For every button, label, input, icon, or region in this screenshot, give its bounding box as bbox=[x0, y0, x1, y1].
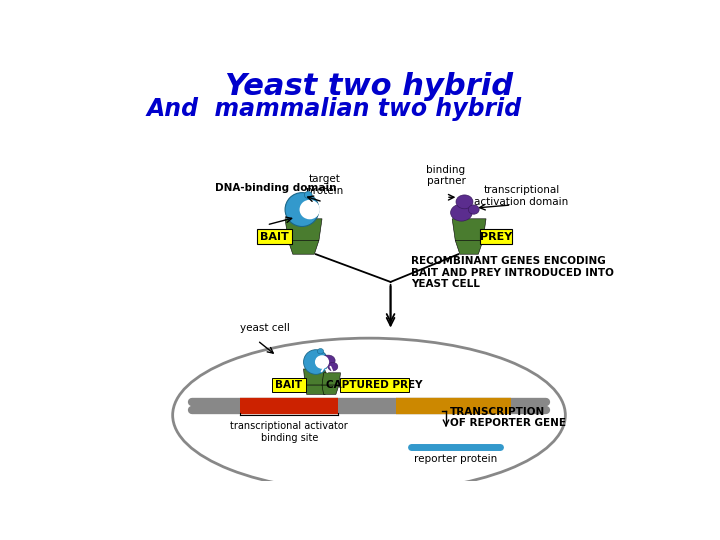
FancyBboxPatch shape bbox=[256, 229, 292, 244]
Ellipse shape bbox=[315, 355, 329, 369]
Text: TRANSCRIPTION
OF REPORTER GENE: TRANSCRIPTION OF REPORTER GENE bbox=[450, 407, 566, 428]
FancyBboxPatch shape bbox=[480, 229, 512, 244]
Text: And  mammalian two hybrid: And mammalian two hybrid bbox=[147, 97, 522, 122]
Ellipse shape bbox=[451, 204, 472, 221]
Ellipse shape bbox=[173, 338, 565, 492]
Text: DNA-binding domain: DNA-binding domain bbox=[215, 183, 336, 193]
Ellipse shape bbox=[321, 355, 335, 366]
Polygon shape bbox=[322, 373, 341, 385]
Ellipse shape bbox=[300, 200, 320, 219]
Ellipse shape bbox=[456, 195, 473, 209]
Polygon shape bbox=[452, 219, 486, 240]
Polygon shape bbox=[304, 369, 327, 385]
Text: transcriptional
activation domain: transcriptional activation domain bbox=[474, 185, 569, 206]
Polygon shape bbox=[305, 385, 327, 394]
Polygon shape bbox=[322, 385, 339, 394]
Ellipse shape bbox=[468, 205, 479, 214]
Ellipse shape bbox=[304, 350, 328, 374]
Text: BAIT: BAIT bbox=[275, 380, 302, 390]
Polygon shape bbox=[455, 240, 483, 254]
Ellipse shape bbox=[305, 192, 312, 198]
Text: yeast cell: yeast cell bbox=[240, 323, 289, 333]
Text: reporter protein: reporter protein bbox=[414, 455, 498, 464]
Polygon shape bbox=[288, 240, 319, 254]
Polygon shape bbox=[285, 219, 322, 240]
Ellipse shape bbox=[328, 362, 338, 371]
Text: transcriptional activator
binding site: transcriptional activator binding site bbox=[230, 421, 348, 443]
Text: BAIT: BAIT bbox=[260, 232, 289, 241]
Ellipse shape bbox=[318, 348, 323, 354]
Text: PREY: PREY bbox=[480, 232, 512, 241]
Text: CAPTURED PREY: CAPTURED PREY bbox=[326, 380, 423, 390]
Text: binding
partner: binding partner bbox=[426, 165, 466, 186]
Text: target
protein: target protein bbox=[307, 174, 343, 195]
Text: Yeast two hybrid: Yeast two hybrid bbox=[225, 72, 513, 101]
FancyBboxPatch shape bbox=[340, 378, 409, 392]
Ellipse shape bbox=[285, 193, 319, 226]
Text: RECOMBINANT GENES ENCODING
BAIT AND PREY INTRODUCED INTO
YEAST CELL: RECOMBINANT GENES ENCODING BAIT AND PREY… bbox=[411, 256, 614, 289]
FancyBboxPatch shape bbox=[272, 378, 306, 392]
